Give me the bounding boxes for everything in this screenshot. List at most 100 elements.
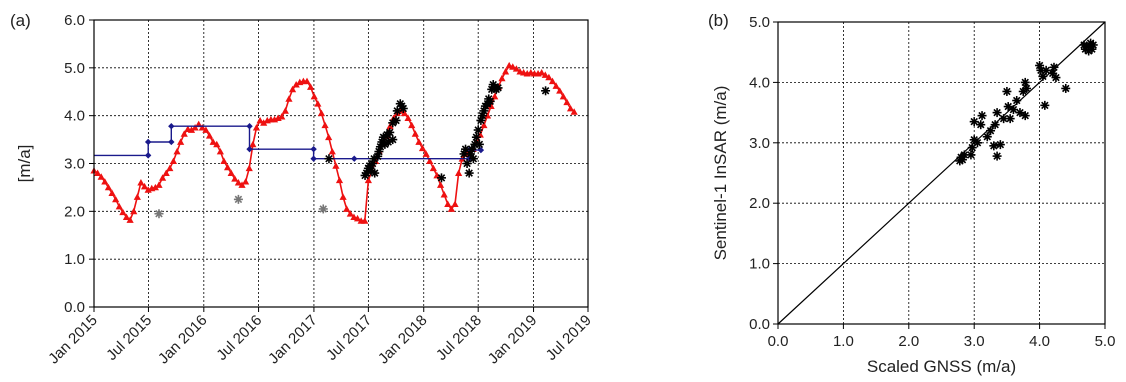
red-triangle-point — [325, 133, 333, 141]
x-tick-label: Jan 2015 — [45, 312, 101, 368]
y-tick-label: 3.0 — [749, 135, 770, 152]
scatter-point — [1005, 114, 1015, 124]
red-triangle-point — [328, 147, 336, 155]
red-triangle-point — [209, 138, 217, 145]
red-triangle-point — [433, 171, 441, 179]
red-triangle-point — [321, 121, 329, 129]
red-triangle-point — [566, 104, 575, 112]
red-triangle-point — [563, 98, 571, 106]
red-triangle-point — [173, 147, 181, 155]
black-asterisk-point — [324, 154, 334, 164]
x-tick-label: Jan 2018 — [375, 312, 431, 368]
scatter-point — [966, 150, 976, 160]
red-triangle-point — [126, 216, 134, 223]
red-triangle-point — [570, 108, 578, 115]
y-tick-label: 5.0 — [749, 14, 770, 31]
red-triangle-point — [498, 74, 506, 82]
red-triangle-point — [335, 176, 344, 184]
scatter-point — [1041, 65, 1051, 75]
red-triangle-point — [538, 69, 546, 76]
scatter-point — [1088, 40, 1098, 50]
grey-asterisk-point — [154, 209, 164, 219]
red-triangle-point — [404, 114, 412, 121]
scatter-point — [1051, 73, 1061, 83]
red-triangle-point — [444, 200, 452, 208]
red-triangle-point — [191, 124, 199, 131]
red-triangle-point — [545, 73, 553, 81]
red-triangle-point — [364, 176, 372, 184]
y-axis-label-a: [m/a] — [15, 145, 34, 183]
y-tick-label: 1.0 — [749, 256, 770, 273]
red-triangle-point — [166, 164, 174, 172]
red-triangle-point — [281, 107, 289, 114]
red-triangle-point — [94, 169, 102, 176]
x-tick-label: 0.0 — [768, 333, 789, 350]
red-triangle-point — [169, 157, 178, 164]
red-triangle-point — [339, 193, 347, 200]
y-tick-label: 4.0 — [749, 74, 770, 91]
black-asterisk-point — [474, 139, 484, 149]
scatter-point — [992, 108, 1002, 118]
scatter-point — [1020, 77, 1030, 87]
scatter-point — [992, 151, 1002, 161]
y-tick-label: 5.0 — [64, 60, 85, 77]
scatter-point — [1008, 105, 1018, 115]
black-asterisk-point — [388, 135, 398, 145]
red-triangle-point — [556, 87, 564, 94]
panel-b-chart: 0.0 1.0 2.0 3.0 4.0 5.0 0.0 1.0 2.0 3.0 4.0 5.0 (b) S… — [708, 11, 1115, 376]
red-triangle-point — [101, 178, 109, 185]
black-asterisk-point — [493, 83, 503, 93]
red-triangle-point — [288, 85, 297, 93]
red-triangle-point — [122, 213, 131, 220]
red-triangle-point — [130, 207, 138, 215]
red-triangle-point — [483, 112, 492, 119]
red-triangle-point — [198, 124, 206, 131]
red-triangle-point — [400, 109, 409, 117]
scatter-point — [969, 117, 979, 127]
red-triangle-point — [436, 181, 445, 188]
scatter-point — [986, 126, 996, 136]
red-triangle-point — [220, 157, 228, 164]
x-tick-label: Jan 2017 — [265, 312, 321, 368]
red-triangle-point — [238, 181, 246, 188]
red-triangle-point — [411, 130, 419, 137]
y-tick-label: 0.0 — [749, 316, 770, 333]
red-triangle-point — [112, 195, 120, 203]
red-triangle-point — [285, 95, 293, 102]
black-asterisk-point — [467, 144, 477, 154]
red-triangle-point — [487, 102, 495, 109]
red-triangle-point — [440, 190, 448, 198]
x-tick-label: Jul 2019 — [543, 312, 595, 364]
x-tick-label: Jan 2019 — [485, 312, 541, 368]
scatter-point — [1002, 86, 1012, 96]
x-tick-label: 2.0 — [898, 333, 919, 350]
red-triangle-point — [415, 138, 423, 145]
red-triangle-point — [343, 205, 351, 212]
y-tick-label: 1.0 — [64, 251, 85, 268]
scatter-point — [982, 132, 992, 142]
blue-diamond-point — [246, 145, 253, 153]
black-asterisk-point — [473, 125, 483, 135]
red-triangle-point — [140, 182, 149, 190]
red-triangle-point — [151, 183, 159, 191]
red-triangle-point — [292, 80, 300, 88]
black-asterisk-point — [541, 86, 551, 96]
red-triangle-point — [180, 130, 188, 137]
plot-frame-a — [93, 19, 589, 308]
blue-diamond-point — [246, 122, 253, 130]
red-triangle-point — [429, 164, 437, 172]
scatter-point — [1012, 96, 1022, 106]
black-asterisk-point — [391, 115, 401, 125]
y-tick-label: 0.0 — [64, 299, 85, 316]
red-triangle-point — [108, 189, 116, 197]
red-triangle-point — [548, 77, 557, 85]
black-asterisk-point — [485, 96, 495, 106]
scatter-point — [1049, 62, 1059, 72]
red-triangle-point — [541, 71, 549, 78]
black-asterisk-point — [462, 159, 472, 168]
red-triangle-point — [97, 173, 105, 180]
x-tick-label: Jul 2016 — [213, 312, 265, 364]
blue-diamond-point — [168, 138, 175, 146]
scatter-point — [976, 120, 986, 130]
